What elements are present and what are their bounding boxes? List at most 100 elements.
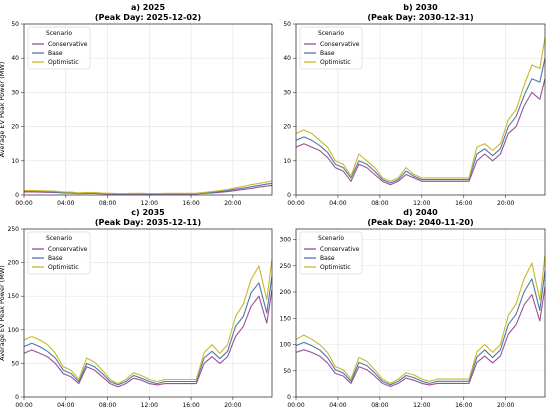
y-tick-label: 100	[280, 342, 292, 349]
y-tick-label: 200	[8, 260, 20, 267]
legend-label: Base	[320, 255, 335, 262]
y-tick-label: 0	[287, 394, 291, 401]
chart-panel-2: b) 2030(Peak Day: 2030-12-31) 0 10 20 30 40 50…	[283, 3, 546, 207]
x-tick-label: 04:00	[329, 402, 346, 409]
legend-label: Optimistic	[320, 59, 351, 66]
y-tick-label: 250	[280, 263, 292, 270]
legend-title: Scenario	[46, 30, 72, 37]
series-line-base	[23, 275, 273, 386]
legend-label: Conservative	[48, 246, 88, 253]
chart-panel-1: a) 2025(Peak Day: 2025-12-02) 0 10 20 30 40 50…	[0, 3, 273, 207]
y-tick-label: 0	[287, 192, 291, 199]
legend-box	[27, 26, 91, 70]
series-line-conservative	[23, 289, 273, 388]
y-tick-label: 50	[11, 21, 19, 28]
y-tick-label: 50	[11, 360, 19, 367]
x-tick-label: 12:00	[141, 402, 158, 409]
x-tick-label: 08:00	[371, 402, 388, 409]
series-line-base	[295, 270, 546, 386]
x-tick-label: 04:00	[329, 200, 346, 207]
legend-box	[299, 26, 363, 70]
legend-title: Scenario	[46, 235, 72, 242]
legend-label: Optimistic	[48, 264, 79, 271]
x-tick-label: 08:00	[371, 200, 388, 207]
y-tick-label: 50	[283, 368, 291, 375]
y-tick-label: 200	[280, 289, 292, 296]
chart-subtitle: (Peak Day: 2040-11-20)	[367, 218, 473, 227]
x-tick-label: 20:00	[497, 402, 514, 409]
x-tick-label: 20:00	[224, 402, 241, 409]
legend-label: Base	[320, 50, 335, 57]
x-tick-label: 20:00	[224, 200, 241, 207]
x-tick-label: 04:00	[57, 200, 74, 207]
legend-label: Base	[48, 255, 63, 262]
legend-box	[27, 231, 91, 275]
y-tick-label: 150	[8, 293, 20, 300]
y-tick-label: 30	[11, 89, 19, 96]
series-line-optimistic	[295, 37, 546, 182]
legend-title: Scenario	[318, 235, 344, 242]
y-tick-label: 20	[283, 124, 291, 131]
legend-label: Base	[48, 50, 63, 57]
y-tick-label: 0	[15, 394, 19, 401]
legend-label: Optimistic	[48, 59, 79, 66]
series-line-optimistic	[23, 259, 273, 385]
x-tick-label: 00:00	[15, 402, 32, 409]
x-tick-label: 12:00	[413, 402, 430, 409]
legend: Scenario Conservative Base Optimistic	[299, 26, 363, 70]
chart-subtitle: (Peak Day: 2035-12-11)	[95, 218, 201, 227]
y-tick-label: 250	[8, 226, 20, 233]
x-tick-label: 12:00	[413, 200, 430, 207]
x-tick-label: 00:00	[287, 402, 304, 409]
x-tick-label: 00:00	[15, 200, 32, 207]
legend: Scenario Conservative Base Optimistic	[299, 231, 363, 275]
legend: Scenario Conservative Base Optimistic	[27, 231, 91, 275]
plot-frame	[295, 228, 546, 398]
y-tick-label: 40	[283, 55, 291, 62]
series-line-conservative	[295, 286, 546, 388]
chart-panel-4: d) 2040(Peak Day: 2040-11-20) 0 50 100 150 20…	[280, 208, 546, 409]
x-tick-label: 00:00	[287, 200, 304, 207]
legend-box	[299, 231, 363, 275]
y-tick-label: 150	[280, 315, 292, 322]
chart-panel-3: c) 2035(Peak Day: 2035-12-11) 0 50 100 150 20…	[0, 208, 273, 409]
y-tick-label: 40	[11, 55, 19, 62]
legend-label: Conservative	[320, 41, 360, 48]
y-axis-label: Average EV Peak Power (MW)	[0, 265, 6, 361]
y-tick-label: 10	[11, 158, 19, 165]
x-tick-label: 04:00	[57, 402, 74, 409]
x-tick-label: 16:00	[455, 200, 472, 207]
chart-subtitle: (Peak Day: 2030-12-31)	[367, 13, 473, 22]
legend-title: Scenario	[318, 30, 344, 37]
series-line-optimistic	[24, 180, 273, 195]
plot-frame	[295, 23, 546, 196]
x-tick-label: 20:00	[497, 200, 514, 207]
series-line-base	[295, 58, 546, 184]
x-tick-label: 16:00	[182, 402, 199, 409]
legend-label: Conservative	[320, 246, 360, 253]
chart-title: a) 2025	[131, 3, 166, 12]
y-tick-label: 30	[283, 89, 291, 96]
x-tick-label: 08:00	[99, 200, 116, 207]
legend-label: Conservative	[48, 41, 88, 48]
x-tick-label: 12:00	[141, 200, 158, 207]
x-tick-label: 08:00	[99, 402, 116, 409]
y-tick-label: 10	[283, 158, 291, 165]
chart-title: d) 2040	[403, 208, 438, 217]
chart-title: c) 2035	[131, 208, 165, 217]
x-tick-label: 16:00	[182, 200, 199, 207]
chart-subtitle: (Peak Day: 2025-12-02)	[95, 13, 201, 22]
legend: Scenario Conservative Base Optimistic	[27, 26, 91, 70]
chart-title: b) 2030	[403, 3, 438, 12]
legend-label: Optimistic	[320, 264, 351, 271]
y-axis-label: Average EV Peak Power (MW)	[0, 62, 6, 158]
plot-frame	[23, 228, 273, 398]
y-tick-label: 300	[280, 237, 292, 244]
series-line-conservative	[295, 78, 546, 186]
x-tick-label: 16:00	[455, 402, 472, 409]
y-tick-label: 20	[11, 124, 19, 131]
series-line-optimistic	[295, 255, 546, 384]
plot-frame	[23, 23, 273, 196]
y-tick-label: 50	[283, 21, 291, 28]
